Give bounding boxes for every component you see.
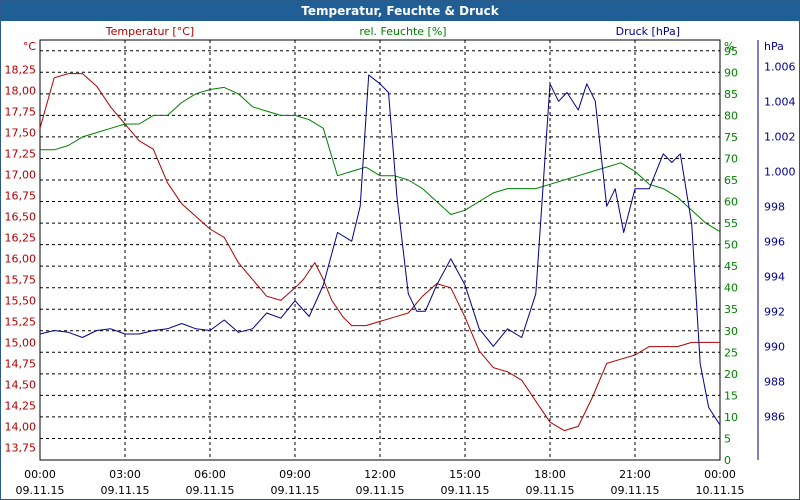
legend: Temperatur [°C] rel. Feuchte [%] Druck [hP… (105, 25, 680, 38)
press-tick-label: 996 (764, 235, 785, 248)
legend-press: Druck [hPa] (616, 25, 680, 38)
x-tick-time: 03:00 (109, 468, 141, 481)
temp-tick-label: 14,00 (5, 420, 37, 433)
legend-hum: rel. Feuchte [%] (359, 25, 446, 38)
series-line-press (39, 74, 721, 426)
x-tick-time: 00:00 (24, 468, 56, 481)
temp-tick-label: 18,25 (5, 63, 37, 76)
temp-tick-label: 14,50 (5, 378, 37, 391)
hum-tick-label: 25 (724, 346, 738, 359)
x-tick-date: 09.11.15 (356, 484, 405, 497)
press-tick-label: 986 (764, 410, 785, 423)
hum-tick-label: 90 (724, 66, 738, 79)
hum-tick-label: 70 (724, 152, 738, 165)
hum-tick-label: 35 (724, 303, 738, 316)
x-tick-date: 09.11.15 (441, 484, 490, 497)
press-tick-label: 988 (764, 375, 785, 388)
temp-tick-label: 16,00 (5, 252, 37, 265)
press-tick-label: 998 (764, 200, 785, 213)
x-tick-time: 06:00 (194, 468, 226, 481)
press-tick-label: 994 (764, 270, 785, 283)
x-tick-time: 12:00 (364, 468, 396, 481)
temp-tick-label: 15,50 (5, 294, 37, 307)
x-tick-date: 09.11.15 (101, 484, 150, 497)
x-tick-date: 09.11.15 (611, 484, 660, 497)
hum-tick-label: 55 (724, 217, 738, 230)
x-tick-time: 09:00 (279, 468, 311, 481)
temp-tick-label: 14,25 (5, 399, 37, 412)
hum-tick-label: 20 (724, 368, 738, 381)
x-axis: 00:00 09.11.15 03:00 09.11.15 06:00 09.11.15 0… (16, 468, 745, 497)
temp-tick-label: 16,25 (5, 231, 37, 244)
temp-tick-label: 14,75 (5, 357, 37, 370)
x-tick-time: 18:00 (534, 468, 566, 481)
press-tick-label: 1.000 (764, 165, 796, 178)
x-tick-date: 09.11.15 (271, 484, 320, 497)
hum-tick-label: 0 (724, 454, 731, 467)
temp-tick-label: 16,75 (5, 189, 37, 202)
legend-temp: Temperatur [°C] (105, 25, 194, 38)
hum-tick-label: 30 (724, 325, 738, 338)
series-group (39, 73, 721, 432)
series-line-temp (39, 73, 720, 432)
temp-tick-label: 15,00 (5, 336, 37, 349)
hum-tick-label: 45 (724, 260, 738, 273)
temp-axis: 18,25 18,00 17,75 17,50 17,25 17,00 16,75 16,50… (5, 40, 37, 454)
x-tick-date: 09.11.15 (16, 484, 65, 497)
press-axis: 1.006 1.004 1.002 1.000 998 996 994 992 990 988 98… (757, 40, 796, 460)
hum-tick-label: 50 (724, 239, 738, 252)
press-tick-label: 1.004 (764, 95, 796, 108)
hum-tick-label: 65 (724, 174, 738, 187)
temp-tick-label: 15,75 (5, 273, 37, 286)
x-tick-time: 21:00 (619, 468, 651, 481)
x-tick-time: 15:00 (449, 468, 481, 481)
temp-tick-label: 17,50 (5, 126, 37, 139)
press-tick-label: 1.006 (764, 60, 796, 73)
x-tick-date: 09.11.15 (186, 484, 235, 497)
x-tick-time: 00:00 (704, 468, 736, 481)
hum-tick-label: 95 (724, 45, 738, 58)
temp-unit: °C (23, 40, 37, 53)
hum-tick-label: 5 (724, 432, 731, 445)
temp-tick-label: 17,75 (5, 105, 37, 118)
temp-tick-label: 17,25 (5, 147, 37, 160)
temp-tick-label: 13,75 (5, 441, 37, 454)
series-line-hum (40, 86, 721, 233)
press-tick-label: 992 (764, 305, 785, 318)
temp-tick-label: 18,00 (5, 84, 37, 97)
chart-title: Temperatur, Feuchte & Druck (1, 1, 799, 21)
hum-tick-label: 15 (724, 389, 738, 402)
hum-tick-label: 60 (724, 196, 738, 209)
press-tick-label: 990 (764, 340, 785, 353)
temp-tick-label: 16,50 (5, 210, 37, 223)
grid (40, 40, 720, 460)
press-tick-label: 1.002 (764, 130, 796, 143)
hum-unit: % (724, 40, 734, 53)
temp-tick-label: 17,00 (5, 168, 37, 181)
hum-tick-label: 10 (724, 411, 738, 424)
hum-tick-label: 85 (724, 88, 738, 101)
hum-tick-label: 40 (724, 282, 738, 295)
temp-tick-label: 15,25 (5, 315, 37, 328)
press-unit: hPa (764, 40, 784, 53)
hum-tick-label: 75 (724, 131, 738, 144)
hum-tick-label: 80 (724, 109, 738, 122)
x-tick-date: 09.11.15 (526, 484, 575, 497)
x-tick-date: 10.11.15 (696, 484, 745, 497)
